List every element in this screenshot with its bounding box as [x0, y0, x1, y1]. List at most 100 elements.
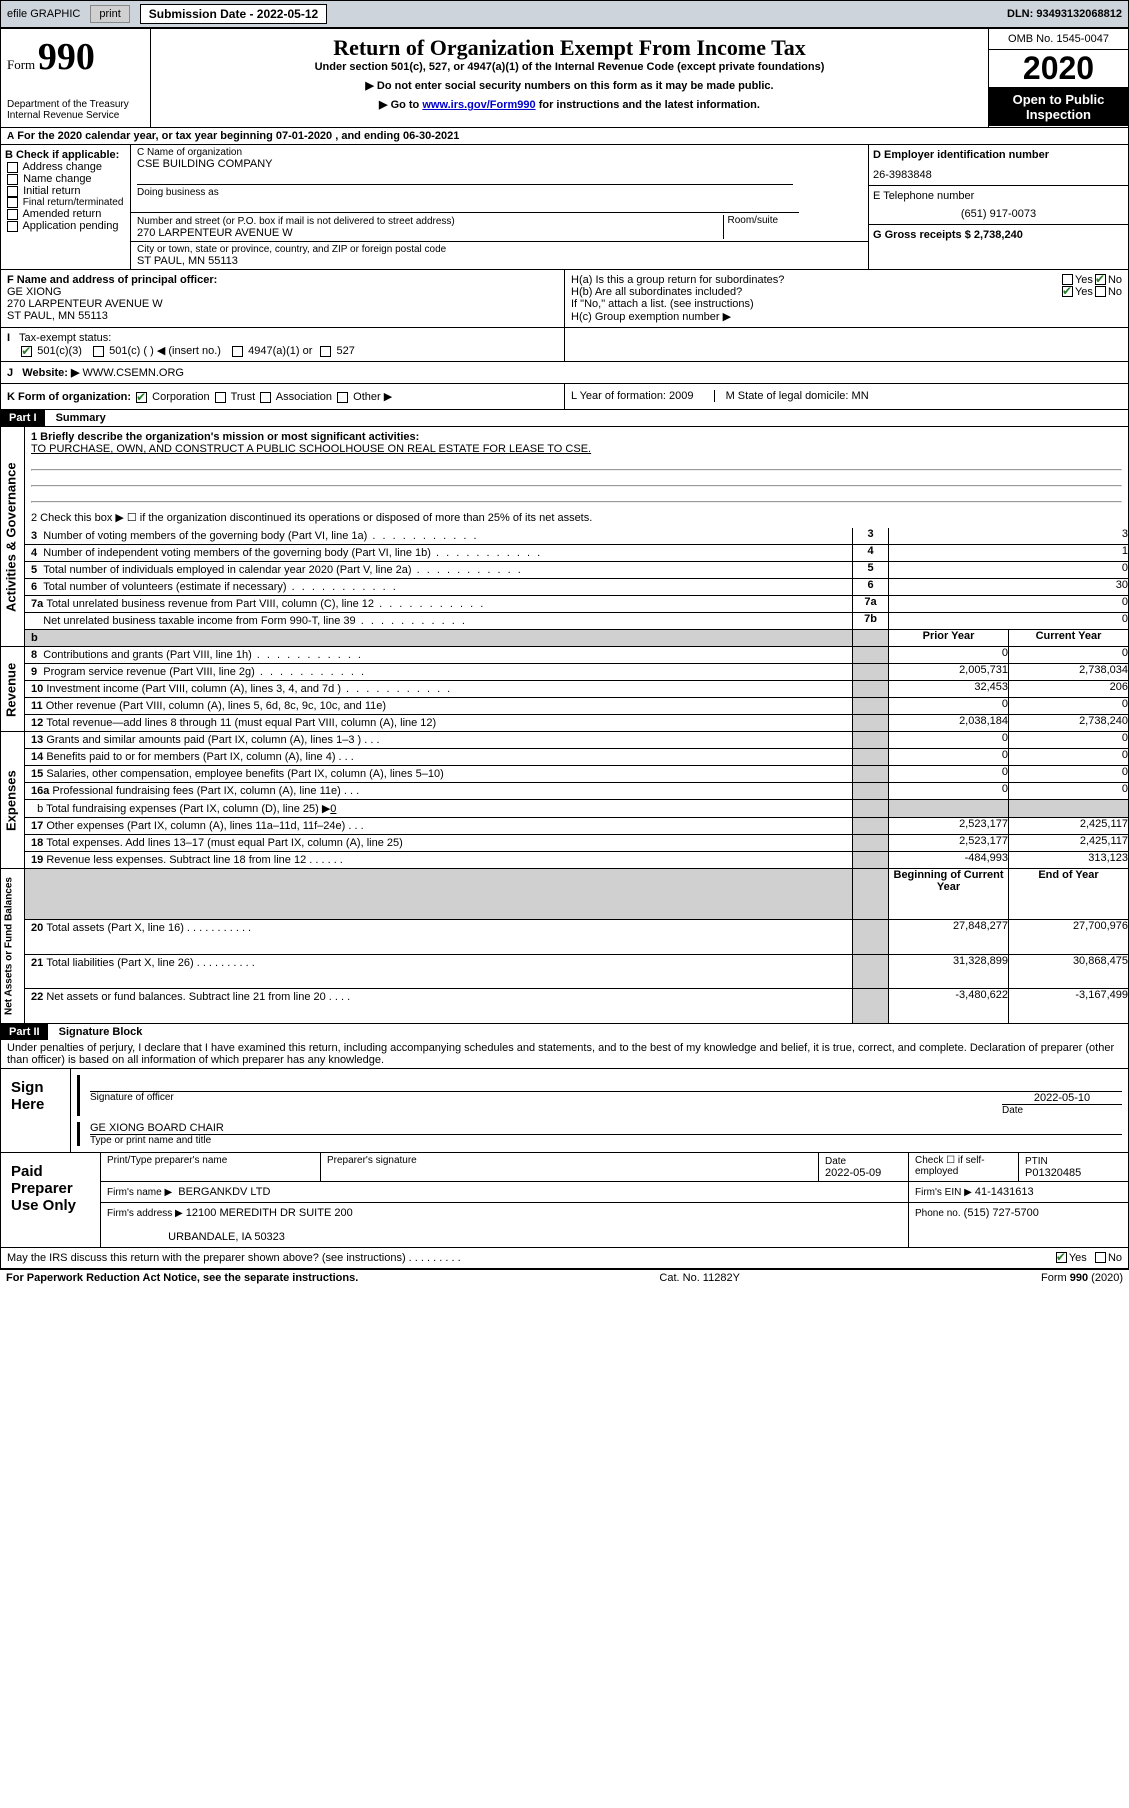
firm-addr1: 12100 MEREDITH DR SUITE 200 — [186, 1207, 353, 1219]
exp-13-prior: 0 — [889, 732, 1009, 749]
q2-text: 2 Check this box ▶ ☐ if the organization… — [25, 507, 1129, 528]
officer-addr2: ST PAUL, MN 55113 — [7, 310, 558, 322]
part2-header: Part II — [1, 1024, 48, 1040]
firm-addr2: URBANDALE, IA 50323 — [168, 1231, 285, 1243]
chk-initial[interactable]: Initial return — [5, 185, 126, 197]
hb-label: H(b) Are all subordinates included? — [571, 286, 1060, 298]
rev-12-prior: 2,038,184 — [889, 715, 1009, 732]
phone-value: (651) 917-0073 — [873, 208, 1124, 220]
chk-527[interactable] — [320, 346, 331, 357]
footer-right: Form 990 (2020) — [1041, 1272, 1123, 1284]
val-7b: 0 — [889, 613, 1129, 630]
exp-19-cur: 313,123 — [1009, 852, 1129, 869]
firm-phone: (515) 727-5700 — [964, 1207, 1039, 1219]
perjury-text: Under penalties of perjury, I declare th… — [0, 1040, 1129, 1069]
discuss-yes[interactable] — [1056, 1252, 1067, 1263]
submission-date: Submission Date - 2022-05-12 — [140, 4, 327, 24]
net-21-end: 30,868,475 — [1009, 954, 1129, 989]
dln-label: DLN: 93493132068812 — [1007, 8, 1122, 20]
val-4: 1 — [889, 545, 1129, 562]
goto-post: for instructions and the latest informat… — [536, 99, 760, 111]
chk-trust[interactable] — [215, 392, 226, 403]
rev-11-cur: 0 — [1009, 698, 1129, 715]
val-3: 3 — [889, 528, 1129, 545]
h-note: If "No," attach a list. (see instruction… — [571, 298, 1122, 310]
chk-other[interactable] — [337, 392, 348, 403]
rev-8-cur: 0 — [1009, 647, 1129, 664]
preparer-table: Paid Preparer Use Only Print/Type prepar… — [0, 1153, 1129, 1248]
goto-pre: ▶ Go to — [379, 99, 422, 111]
header-bar: efile GRAPHIC print Submission Date - 20… — [0, 0, 1129, 28]
g-label: G Gross receipts $ 2,738,240 — [873, 229, 1023, 241]
chk-corp[interactable] — [136, 392, 147, 403]
c-name-label: C Name of organization — [137, 147, 793, 158]
chk-501c3[interactable] — [21, 346, 32, 357]
footer-mid: Cat. No. 11282Y — [659, 1272, 740, 1284]
k-label: K Form of organization: — [7, 391, 131, 403]
chk-assoc[interactable] — [260, 392, 271, 403]
chk-name[interactable]: Name change — [5, 173, 126, 185]
pp-check-label: Check ☐ if self-employed — [909, 1153, 1019, 1182]
col-begin: Beginning of Current Year — [894, 869, 1004, 893]
chk-pending[interactable]: Application pending — [5, 220, 126, 232]
hb-no[interactable] — [1095, 286, 1106, 297]
chk-501c[interactable] — [93, 346, 104, 357]
rev-9-prior: 2,005,731 — [889, 664, 1009, 681]
col-current: Current Year — [1036, 630, 1102, 642]
discuss-no[interactable] — [1095, 1252, 1106, 1263]
tax-exempt-label: Tax-exempt status: — [19, 332, 111, 344]
pp-ptin: P01320485 — [1025, 1167, 1081, 1179]
sig-date: 2022-05-10 — [1002, 1092, 1122, 1105]
exp-15-cur: 0 — [1009, 766, 1129, 783]
rev-9-cur: 2,738,034 — [1009, 664, 1129, 681]
form-title: Return of Organization Exempt From Incom… — [157, 35, 982, 61]
omb-number: OMB No. 1545-0047 — [989, 29, 1128, 50]
part1-table: Part I Summary Activities & Governance 1… — [0, 410, 1129, 1024]
part2-title: Signature Block — [51, 1024, 151, 1040]
pp-name-label: Print/Type preparer's name — [101, 1153, 321, 1182]
period-line: For the 2020 calendar year, or tax year … — [17, 130, 459, 142]
form-header-table: Form 990 Department of the Treasury Inte… — [0, 28, 1129, 128]
b-label: B Check if applicable: — [5, 149, 119, 161]
paid-preparer-label: Paid Preparer Use Only — [1, 1153, 101, 1248]
vlabel-governance: Activities & Governance — [1, 427, 25, 647]
sig-name-label: Type or print name and title — [90, 1135, 1122, 1146]
pp-date: 2022-05-09 — [825, 1167, 881, 1179]
form990-link[interactable]: www.irs.gov/Form990 — [422, 99, 535, 111]
l-label: L Year of formation: 2009 — [571, 390, 715, 402]
val-5: 0 — [889, 562, 1129, 579]
tax-year: 2020 — [989, 50, 1128, 88]
vlabel-net: Net Assets or Fund Balances — [1, 869, 25, 1024]
ha-no[interactable] — [1095, 274, 1106, 285]
exp-16a-cur: 0 — [1009, 783, 1129, 800]
chk-amended[interactable]: Amended return — [5, 208, 126, 220]
f-label: F Name and address of principal officer: — [7, 274, 217, 286]
open-to-public: Open to Public Inspection — [989, 88, 1128, 126]
room-label: Room/suite — [723, 215, 793, 239]
exp-13-cur: 0 — [1009, 732, 1129, 749]
officer-name: GE XIONG — [7, 286, 558, 298]
rev-12-cur: 2,738,240 — [1009, 715, 1129, 732]
exp-19-prior: -484,993 — [889, 852, 1009, 869]
exp-17-prior: 2,523,177 — [889, 818, 1009, 835]
sig-name: GE XIONG BOARD CHAIR — [90, 1122, 1122, 1135]
val-6: 30 — [889, 579, 1129, 596]
discuss-text: May the IRS discuss this return with the… — [7, 1252, 1054, 1264]
exp-b-val: 0 — [330, 803, 336, 815]
ha-label: H(a) Is this a group return for subordin… — [571, 274, 1060, 286]
net-20-begin: 27,848,277 — [889, 919, 1009, 954]
chk-4947[interactable] — [232, 346, 243, 357]
net-20-end: 27,700,976 — [1009, 919, 1129, 954]
exp-18-prior: 2,523,177 — [889, 835, 1009, 852]
chk-final[interactable]: Final return/terminated — [5, 197, 126, 208]
q1-text: TO PURCHASE, OWN, AND CONSTRUCT A PUBLIC… — [31, 443, 591, 455]
hb-yes[interactable] — [1062, 286, 1073, 297]
part1-header: Part I — [1, 410, 45, 426]
chk-address[interactable]: Address change — [5, 161, 126, 173]
vlabel-revenue: Revenue — [1, 647, 25, 732]
website-value: WWW.CSEMN.ORG — [83, 367, 184, 379]
identity-section: A For the 2020 calendar year, or tax yea… — [0, 128, 1129, 270]
print-button[interactable]: print — [90, 5, 129, 23]
form-container: efile GRAPHIC print Submission Date - 20… — [0, 0, 1129, 1286]
efile-label: efile GRAPHIC — [7, 8, 80, 20]
